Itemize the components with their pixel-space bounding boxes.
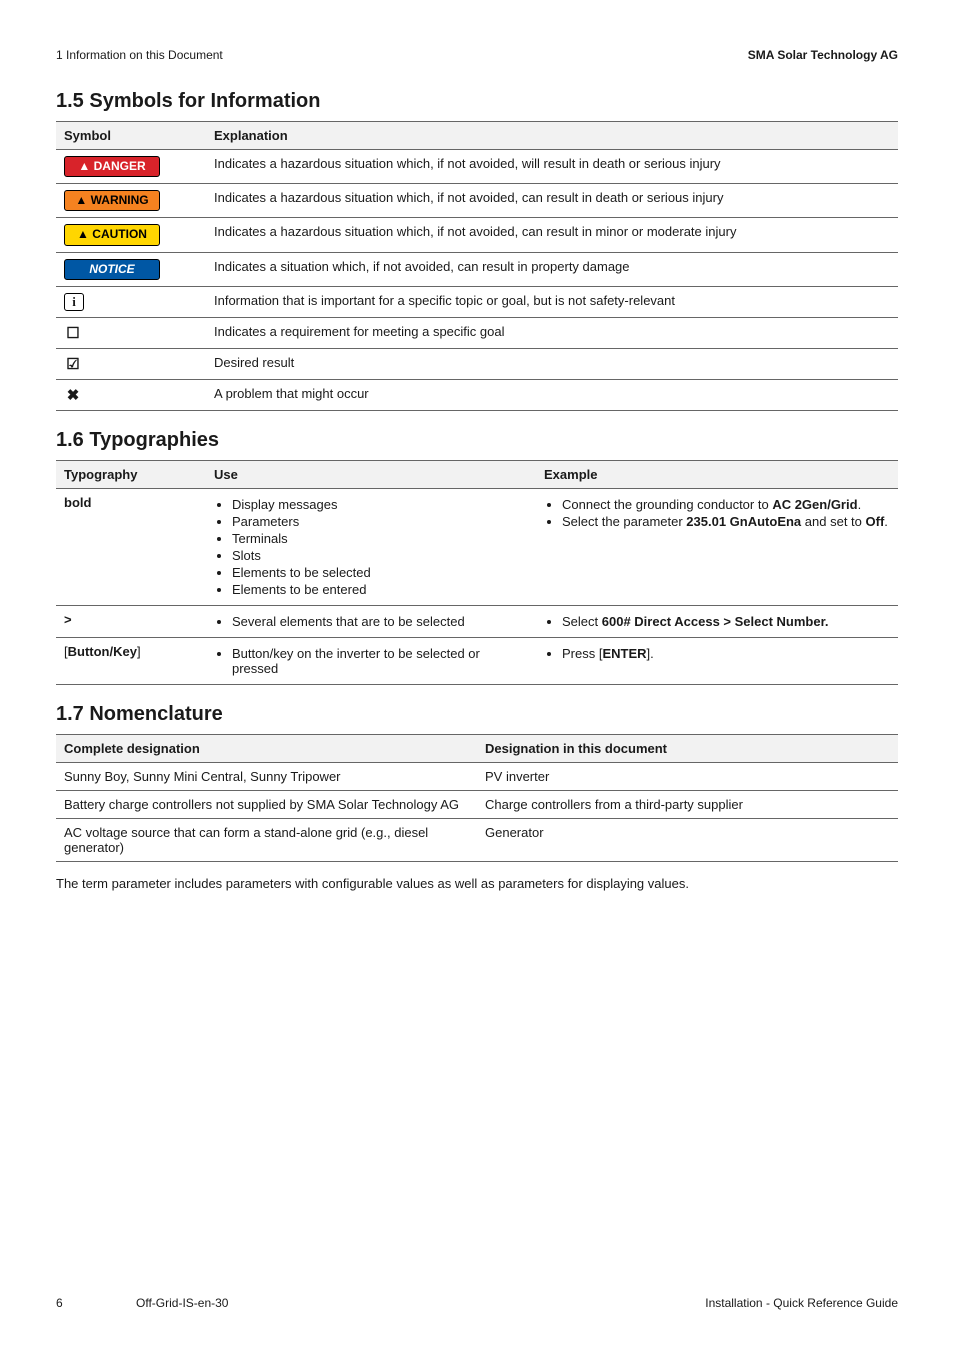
symbol-result: ☑ bbox=[56, 348, 206, 379]
explanation-result: Desired result bbox=[206, 348, 898, 379]
list-item: Select the parameter 235.01 GnAutoEna an… bbox=[562, 514, 890, 529]
list-item: Slots bbox=[232, 548, 528, 563]
typographies-table: Typography Use Example bold Display mess… bbox=[56, 460, 898, 685]
nomenclature-table: Complete designation Designation in this… bbox=[56, 734, 898, 862]
table-row: Sunny Boy, Sunny Mini Central, Sunny Tri… bbox=[56, 762, 477, 790]
th-complete: Complete designation bbox=[56, 734, 477, 762]
th-example: Example bbox=[536, 460, 898, 488]
th-explanation: Explanation bbox=[206, 122, 898, 150]
list-item: Several elements that are to be selected bbox=[232, 614, 528, 629]
th-use: Use bbox=[206, 460, 536, 488]
table-row: AC voltage source that can form a stand-… bbox=[56, 818, 477, 861]
header-right: SMA Solar Technology AG bbox=[748, 48, 898, 62]
example-bold: Connect the grounding conductor to AC 2G… bbox=[536, 488, 898, 605]
list-item: Elements to be selected bbox=[232, 565, 528, 580]
use-button: Button/key on the inverter to be selecte… bbox=[206, 637, 536, 684]
explanation-danger: Indicates a hazardous situation which, i… bbox=[206, 150, 898, 184]
th-doc: Designation in this document bbox=[477, 734, 898, 762]
explanation-info: Information that is important for a spec… bbox=[206, 286, 898, 317]
checkbox-checked-icon: ☑ bbox=[64, 355, 82, 373]
explanation-notice: Indicates a situation which, if not avoi… bbox=[206, 252, 898, 286]
typography-arrow: > bbox=[56, 605, 206, 637]
symbol-notice: NOTICE bbox=[56, 252, 206, 286]
section-1-5-title: 1.5 Symbols for Information bbox=[56, 90, 898, 113]
header-left: 1 Information on this Document bbox=[56, 48, 223, 62]
list-item: Display messages bbox=[232, 497, 528, 512]
typography-button: [[Button/Key]Button/Key] bbox=[56, 637, 206, 684]
symbol-info: i bbox=[56, 286, 206, 317]
list-item: Connect the grounding conductor to AC 2G… bbox=[562, 497, 890, 512]
list-item: Parameters bbox=[232, 514, 528, 529]
info-icon: i bbox=[64, 293, 84, 311]
page-header: 1 Information on this Document SMA Solar… bbox=[56, 48, 898, 62]
symbol-problem: ✖ bbox=[56, 379, 206, 410]
use-arrow: Several elements that are to be selected bbox=[206, 605, 536, 637]
table-row: PV inverter bbox=[477, 762, 898, 790]
symbols-table: Symbol Explanation ▲ DANGER Indicates a … bbox=[56, 121, 898, 411]
nomenclature-note: The term parameter includes parameters w… bbox=[56, 876, 898, 891]
example-arrow: Select 600# Direct Access > Select Numbe… bbox=[536, 605, 898, 637]
table-row: Battery charge controllers not supplied … bbox=[56, 790, 477, 818]
explanation-requirement: Indicates a requirement for meeting a sp… bbox=[206, 317, 898, 348]
section-1-6-title: 1.6 Typographies bbox=[56, 429, 898, 452]
footer-right: Installation - Quick Reference Guide bbox=[705, 1296, 898, 1310]
list-item: Elements to be entered bbox=[232, 582, 528, 597]
typography-bold: bold bbox=[56, 488, 206, 605]
explanation-problem: A problem that might occur bbox=[206, 379, 898, 410]
explanation-caution: Indicates a hazardous situation which, i… bbox=[206, 218, 898, 252]
th-typography: Typography bbox=[56, 460, 206, 488]
list-item: Press [ENTER]. bbox=[562, 646, 890, 661]
footer-page: 6 bbox=[56, 1296, 63, 1310]
list-item: Select 600# Direct Access > Select Numbe… bbox=[562, 614, 890, 629]
list-item: Terminals bbox=[232, 531, 528, 546]
th-symbol: Symbol bbox=[56, 122, 206, 150]
example-button: Press [ENTER]. bbox=[536, 637, 898, 684]
explanation-warning: Indicates a hazardous situation which, i… bbox=[206, 184, 898, 218]
table-row: Generator bbox=[477, 818, 898, 861]
footer-docid: Off-Grid-IS-en-30 bbox=[136, 1296, 228, 1310]
section-1-7-title: 1.7 Nomenclature bbox=[56, 703, 898, 726]
table-row: Charge controllers from a third-party su… bbox=[477, 790, 898, 818]
symbol-warning: ▲ WARNING bbox=[56, 184, 206, 218]
symbol-danger: ▲ DANGER bbox=[56, 150, 206, 184]
checkbox-empty-icon: ☐ bbox=[64, 324, 82, 342]
list-item: Button/key on the inverter to be selecte… bbox=[232, 646, 528, 676]
page-footer: 6 Off-Grid-IS-en-30 Installation - Quick… bbox=[56, 1296, 898, 1310]
cross-icon: ✖ bbox=[64, 386, 82, 404]
use-bold: Display messages Parameters Terminals Sl… bbox=[206, 488, 536, 605]
symbol-requirement: ☐ bbox=[56, 317, 206, 348]
symbol-caution: ▲ CAUTION bbox=[56, 218, 206, 252]
